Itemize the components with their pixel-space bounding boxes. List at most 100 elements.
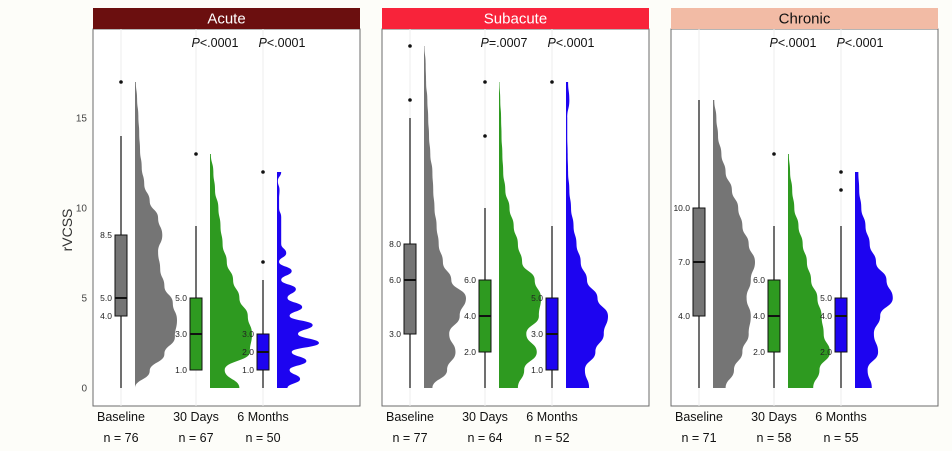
density-half-violin <box>277 172 319 388</box>
panel-strip <box>93 8 360 29</box>
x-category-label: 6 Months <box>237 410 288 424</box>
density-half-violin <box>499 82 541 388</box>
quartile-label: 2.0 <box>464 347 476 357</box>
quartile-label: 8.5 <box>100 230 112 240</box>
panel-title: Subacute <box>484 11 547 28</box>
sample-size-label: n = 71 <box>681 431 716 445</box>
quartile-label: 3.0 <box>242 329 254 339</box>
quartile-label: 4.0 <box>100 311 112 321</box>
group-30-days: 6.0 4.0 2.0 P<.0001 30 Days n = 58 <box>751 29 830 445</box>
outlier-point <box>483 80 487 84</box>
quartile-label: 5.0 <box>531 293 543 303</box>
group-baseline: 8.5 5.0 4.0 Baseline n = 76 <box>97 29 177 445</box>
group-30-days: 5.0 3.0 1.0 P<.0001 30 Days n = 67 <box>173 29 252 445</box>
quartile-label: 6.0 <box>464 275 476 285</box>
group-6-months: 5.0 4.0 2.0 P<.0001 6 Months n = 55 <box>815 29 893 445</box>
quartile-label: 2.0 <box>242 347 254 357</box>
quartile-label: 4.0 <box>464 311 476 321</box>
density-half-violin <box>713 100 755 388</box>
quartile-label: 7.0 <box>678 257 690 267</box>
sample-size-label: n = 77 <box>392 431 427 445</box>
p-value: P<.0001 <box>837 36 884 50</box>
p-value: P<.0001 <box>770 36 817 50</box>
x-category-label: Baseline <box>675 410 723 424</box>
x-category-label: 30 Days <box>173 410 219 424</box>
p-value-text: <.0001 <box>556 36 595 50</box>
quartile-label: 4.0 <box>753 311 765 321</box>
p-value-symbol: P <box>481 36 490 50</box>
outlier-point <box>483 134 487 138</box>
x-category-label: 6 Months <box>526 410 577 424</box>
panel-strip <box>671 8 938 29</box>
y-tick-label: 0 <box>81 384 87 395</box>
p-value-symbol: P <box>837 36 846 50</box>
p-value-text: <.0001 <box>845 36 884 50</box>
panel-chronic: Chronic 10.0 7.0 4.0 Baseline n = 71 6.0 4.0 2.0… <box>670 8 939 445</box>
quartile-label: 3.0 <box>389 329 401 339</box>
y-tick-label: 15 <box>76 114 88 125</box>
sample-size-label: n = 58 <box>756 431 791 445</box>
density-half-violin <box>788 154 830 388</box>
quartile-label: 3.0 <box>531 329 543 339</box>
outlier-point <box>408 44 412 48</box>
quartile-label: 8.0 <box>389 239 401 249</box>
p-value-symbol: P <box>259 36 268 50</box>
quartile-label: 5.0 <box>820 293 832 303</box>
group-6-months: 3.0 2.0 1.0 P<.0001 6 Months n = 50 <box>237 29 319 445</box>
density-half-violin <box>566 82 608 388</box>
box-iqr <box>834 297 848 353</box>
sample-size-label: n = 50 <box>245 431 280 445</box>
quartile-label: 1.0 <box>531 365 543 375</box>
p-value: P=.0007 <box>481 36 528 50</box>
sample-size-label: n = 55 <box>823 431 858 445</box>
p-value: P<.0001 <box>259 36 306 50</box>
panel-strip <box>382 8 649 29</box>
quartile-label: 10.0 <box>673 203 690 213</box>
quartile-label: 5.0 <box>175 293 187 303</box>
p-value-text: =.0007 <box>489 36 528 50</box>
quartile-label: 2.0 <box>820 347 832 357</box>
density-half-violin <box>135 82 177 388</box>
outlier-point <box>772 152 776 156</box>
quartile-label: 1.0 <box>242 365 254 375</box>
outlier-point <box>261 170 265 174</box>
density-half-violin <box>210 154 252 388</box>
p-value: P<.0001 <box>548 36 595 50</box>
density-half-violin <box>424 46 466 388</box>
group-baseline: 8.0 6.0 3.0 Baseline n = 77 <box>386 29 466 445</box>
outlier-point <box>839 170 843 174</box>
panel-subacute: Subacute 8.0 6.0 3.0 Baseline n = 77 6.0 4.0 2.0… <box>381 8 650 445</box>
panel-title: Acute <box>207 11 245 28</box>
quartile-label: 6.0 <box>389 275 401 285</box>
quartile-label: 3.0 <box>175 329 187 339</box>
p-value-text: <.0001 <box>267 36 306 50</box>
x-category-label: 30 Days <box>462 410 508 424</box>
p-value-symbol: P <box>548 36 557 50</box>
quartile-label: 4.0 <box>678 311 690 321</box>
p-value-symbol: P <box>192 36 201 50</box>
quartile-label: 5.0 <box>100 293 112 303</box>
sample-size-label: n = 64 <box>467 431 502 445</box>
group-30-days: 6.0 4.0 2.0 P=.0007 30 Days n = 64 <box>462 29 541 445</box>
outlier-point <box>550 80 554 84</box>
quartile-label: 6.0 <box>753 275 765 285</box>
sample-size-label: n = 52 <box>534 431 569 445</box>
sample-size-label: n = 76 <box>103 431 138 445</box>
x-category-label: 6 Months <box>815 410 866 424</box>
p-value-text: <.0001 <box>778 36 817 50</box>
p-value-symbol: P <box>770 36 779 50</box>
box-iqr <box>403 243 417 335</box>
x-category-label: Baseline <box>97 410 145 424</box>
quartile-label: 2.0 <box>753 347 765 357</box>
y-axis-ticks: 0 5 10 15 <box>76 114 88 395</box>
y-axis-title: rVCSS <box>59 209 75 252</box>
outlier-point <box>839 188 843 192</box>
box-iqr <box>114 234 128 317</box>
x-category-label: Baseline <box>386 410 434 424</box>
y-tick-label: 5 <box>81 294 87 305</box>
y-tick-label: 10 <box>76 204 88 215</box>
density-half-violin <box>855 172 893 388</box>
